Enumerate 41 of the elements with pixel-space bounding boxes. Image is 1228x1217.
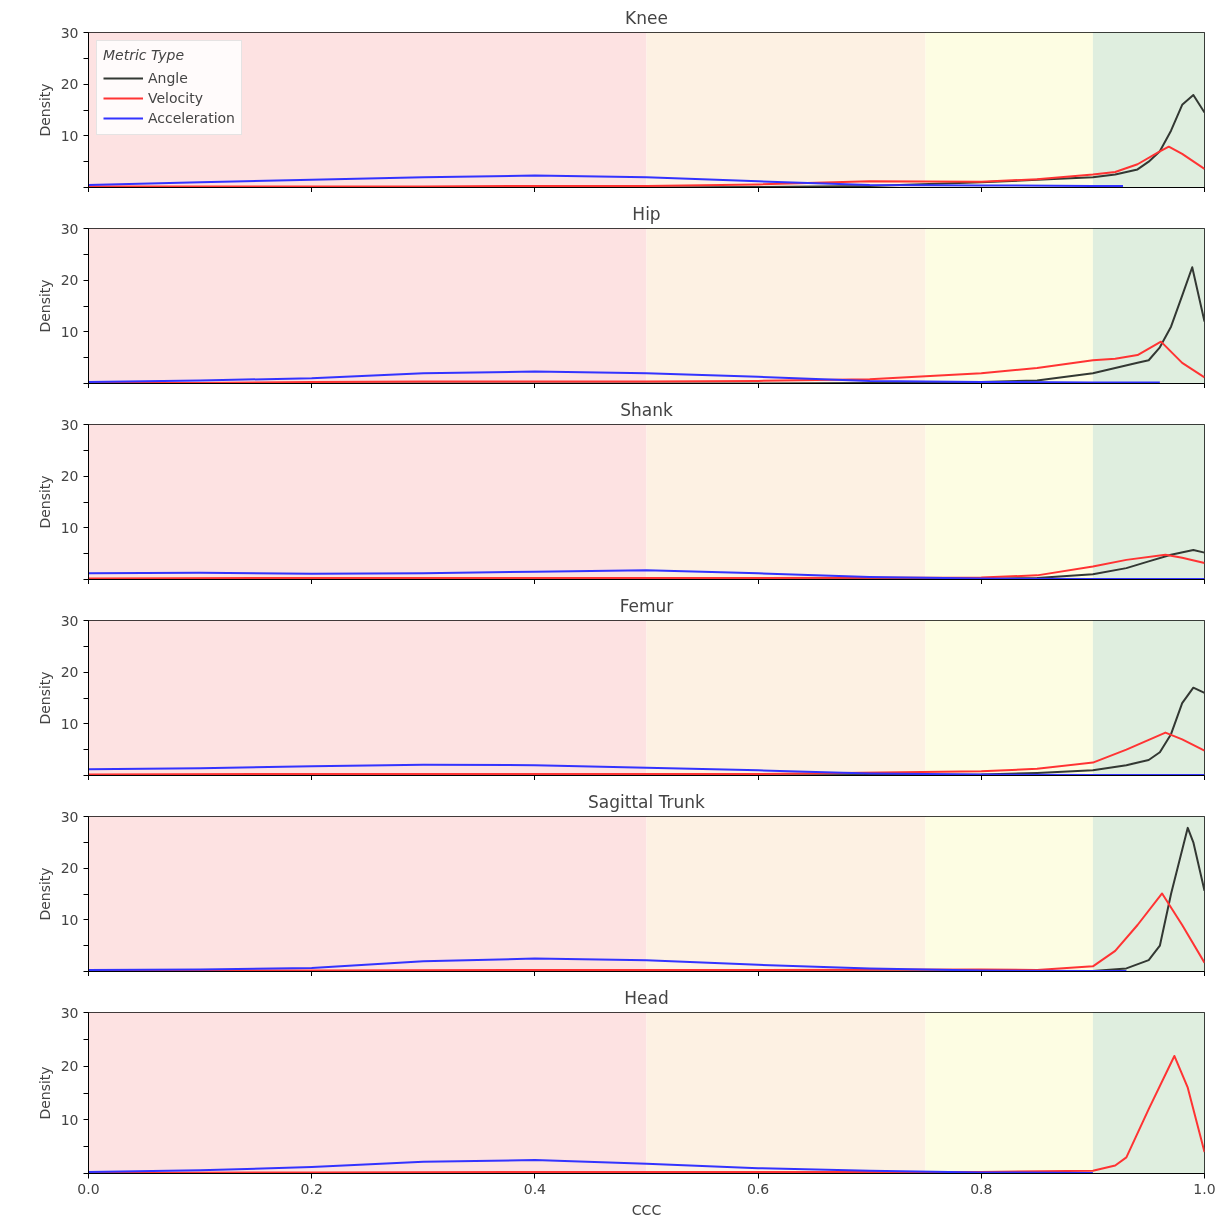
y-tick-label: 10 <box>60 911 79 928</box>
y-tick-label: 10 <box>60 323 79 340</box>
legend-label: Velocity <box>148 90 203 106</box>
y-axis-title: Density <box>36 1066 53 1120</box>
y-tick-label: 30 <box>60 416 79 433</box>
y-tick-label: 20 <box>60 468 79 485</box>
y-tick-label: 10 <box>60 715 79 732</box>
x-tick-label: 0.8 <box>970 1180 993 1197</box>
y-tick-label: 20 <box>60 860 79 877</box>
y-tick-label: 20 <box>60 272 79 289</box>
x-tick-label: 0.6 <box>746 1180 770 1197</box>
y-tick-label: 10 <box>60 1111 79 1128</box>
y-tick-label: 10 <box>60 519 79 536</box>
x-tick-label: 1.0 <box>1193 1180 1216 1197</box>
y-tick-label: 30 <box>60 24 79 41</box>
y-tick-label: 20 <box>60 76 79 93</box>
y-axis-title: Density <box>36 279 53 333</box>
y-axis-title: Density <box>36 867 53 921</box>
chart-title: Head <box>624 987 669 1008</box>
y-tick-label: 10 <box>60 127 79 144</box>
y-axis-title: Density <box>36 83 53 137</box>
chart-title: Shank <box>620 399 673 420</box>
x-tick-label: 0.4 <box>523 1180 547 1197</box>
y-tick-label: 20 <box>60 664 79 681</box>
y-tick-label: 30 <box>60 612 79 629</box>
y-tick-label: 30 <box>60 1004 79 1021</box>
x-axis-title: CCC <box>631 1201 662 1217</box>
chart-title: Hip <box>632 203 661 224</box>
legend-label: Angle <box>148 70 188 86</box>
y-tick-label: 30 <box>60 220 79 237</box>
y-tick-label: 30 <box>60 808 79 825</box>
chart-title: Knee <box>625 7 668 28</box>
y-tick-label: 20 <box>60 1058 79 1075</box>
y-axis-title: Density <box>36 671 53 725</box>
chart-title: Sagittal Trunk <box>588 791 706 812</box>
x-tick-label: 0.0 <box>77 1180 100 1197</box>
chart-title: Femur <box>619 595 674 616</box>
y-axis-title: Density <box>36 475 53 529</box>
x-tick-label: 0.2 <box>300 1180 323 1197</box>
legend-label: Acceleration <box>148 110 235 126</box>
legend-title: Metric Type <box>103 47 186 63</box>
